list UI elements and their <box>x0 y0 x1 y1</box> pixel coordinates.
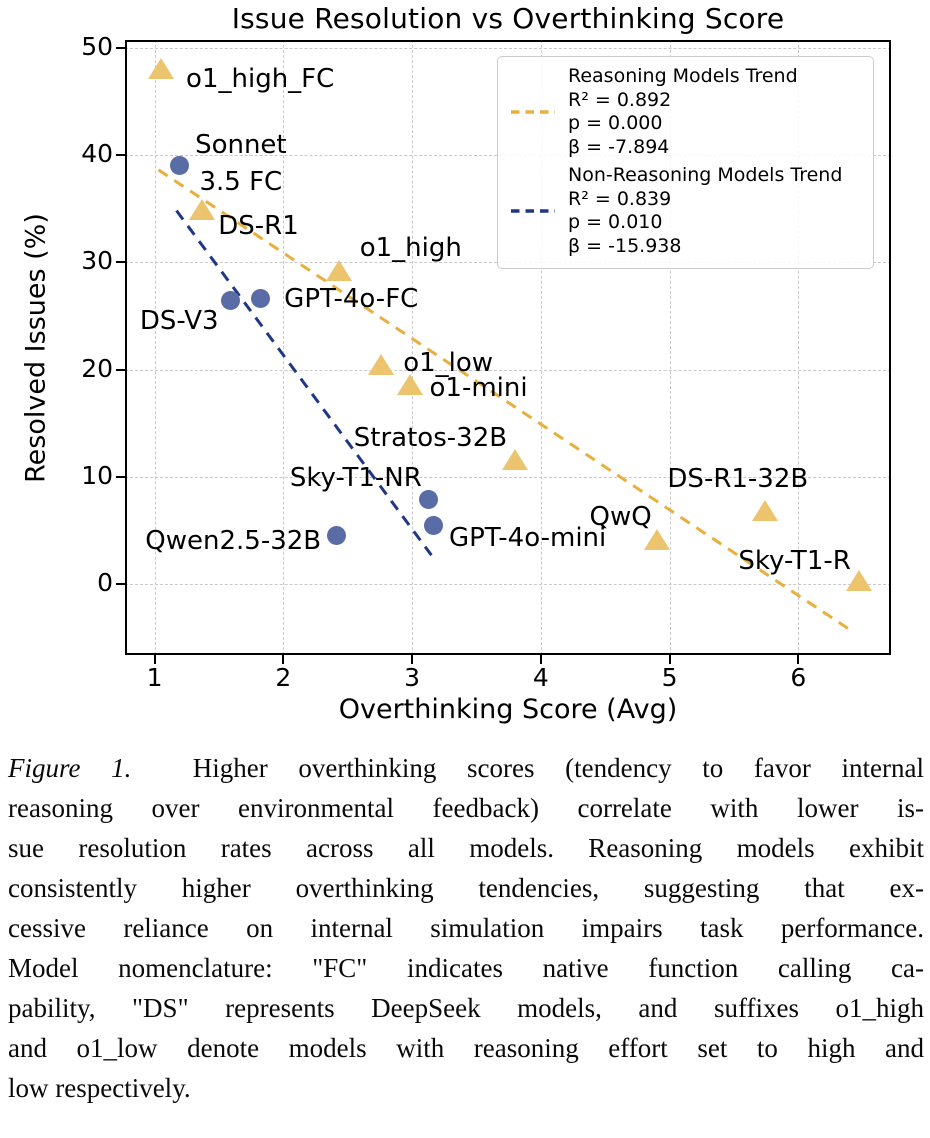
y-tick-label-40: 40 <box>81 138 113 168</box>
figure-caption: Figure 1. Higher overthinking scores (te… <box>8 748 924 1108</box>
point-label-QwQ: QwQ <box>589 502 652 533</box>
x-tick-4 <box>539 655 542 664</box>
legend-r2: R² = 0.892 <box>568 88 672 111</box>
caption-line: Figure 1. Higher overthinking scores (te… <box>8 753 925 783</box>
point-label-line: 3.5 FC <box>199 166 283 197</box>
x-tick-label-6: 6 <box>790 663 807 692</box>
marker-Sky-T1-R <box>845 570 872 592</box>
gridline-x-3 <box>412 40 414 655</box>
point-label-DS-V3: DS-V3 <box>139 305 219 336</box>
legend-p: p = 0.000 <box>568 112 663 134</box>
y-tick-label-50: 50 <box>81 31 113 61</box>
legend-beta: β = -7.894 <box>568 135 670 158</box>
y-tick-50 <box>116 46 125 49</box>
gridline-x-2 <box>283 40 285 655</box>
point-label-Sky-T1-R: Sky-T1-R <box>738 546 851 577</box>
caption-line: reasoning over environmental feedback) c… <box>8 793 924 823</box>
legend-entry-text: Reasoning Models Trend R² = 0.892 p = 0.00… <box>568 65 798 159</box>
chart-title: Issue Resolution vs Overthinking Score <box>231 2 785 35</box>
gridline-x-1 <box>154 40 156 655</box>
legend: Reasoning Models Trend R² = 0.892 p = 0.00… <box>497 56 874 269</box>
caption-line: cessive reliance on internal simulation … <box>8 913 924 943</box>
legend-entry-name: Reasoning Models Trend <box>568 65 798 87</box>
x-tick-5 <box>668 655 671 664</box>
point-label-o1_high: o1_high <box>359 232 462 263</box>
reasoning-trend-line <box>157 168 854 633</box>
caption-line: consistently higher overthinking tendenc… <box>8 873 924 903</box>
gridline-x-4 <box>540 40 542 655</box>
point-label-Stratos-32B: Stratos-32B <box>353 422 508 453</box>
y-axis-label: Resolved Issues (%) <box>20 213 52 483</box>
point-label-line: Sonnet <box>195 129 287 160</box>
legend-beta: β = -15.938 <box>568 234 682 257</box>
gridline-x-6 <box>798 40 800 655</box>
x-tick-6 <box>797 655 800 664</box>
x-tick-label-5: 5 <box>661 663 678 692</box>
y-tick-40 <box>116 153 125 156</box>
point-label-o1_low: o1_low <box>403 348 494 379</box>
caption-line: sue resolution rates across all models. … <box>8 833 924 863</box>
y-tick-0 <box>116 583 125 586</box>
caption-line: pability, "DS" represents DeepSeek model… <box>8 993 924 1023</box>
marker-o1_high_FC <box>148 58 175 80</box>
gridline-x-5 <box>669 40 671 655</box>
caption-line: low respectively. <box>8 1073 191 1103</box>
x-tick-label-1: 1 <box>146 663 163 692</box>
x-tick-label-3: 3 <box>404 663 421 692</box>
gridline-y-10 <box>125 476 891 478</box>
point-label-o1-mini: o1-mini <box>429 372 528 403</box>
legend-entry-text: Non-Reasoning Models Trend R² = 0.839 p = … <box>568 164 842 258</box>
marker-DS-R1-32B <box>751 500 778 522</box>
legend-entry-non-reasoning: Non-Reasoning Models Trend R² = 0.839 p = … <box>510 164 865 258</box>
marker-GPT-4o-mini <box>424 515 444 535</box>
y-tick-label-30: 30 <box>81 246 113 276</box>
marker-Sonnet 3.5 FC <box>169 156 189 176</box>
legend-dash-icon <box>511 209 555 213</box>
non-reasoning-trend-line <box>175 209 433 557</box>
point-label-DS-R1: DS-R1 <box>218 210 299 241</box>
legend-r2: R² = 0.839 <box>568 187 672 210</box>
legend-p: p = 0.010 <box>568 211 663 233</box>
y-tick-label-20: 20 <box>81 353 113 383</box>
legend-entry-reasoning: Reasoning Models Trend R² = 0.892 p = 0.00… <box>510 65 865 159</box>
marker-Sky-T1-NR <box>419 489 439 509</box>
caption-line: Model nomenclature: "FC" indicates nativ… <box>8 953 924 983</box>
caption-line: and o1_low denote models with reasoning … <box>8 1033 924 1063</box>
point-label-Qwen2.5-32B: Qwen2.5-32B <box>145 525 322 556</box>
marker-GPT-4o-FC <box>250 289 270 309</box>
y-tick-label-10: 10 <box>81 460 113 490</box>
y-tick-label-0: 0 <box>97 568 113 598</box>
legend-dash-icon <box>511 110 555 114</box>
marker-Stratos-32B <box>502 448 529 470</box>
figure-number-label: Figure 1. <box>8 753 132 783</box>
legend-entry-name: Non-Reasoning Models Trend <box>568 164 843 186</box>
x-tick-2 <box>282 655 285 664</box>
point-label-o1_high_FC: o1_high_FC <box>186 64 335 95</box>
x-tick-label-4: 4 <box>532 663 549 692</box>
gridline-y-0 <box>125 584 891 586</box>
point-label-DS-R1-32B: DS-R1-32B <box>667 464 809 495</box>
marker-o1_low <box>368 354 395 376</box>
gridline-y-20 <box>125 369 891 371</box>
x-tick-label-2: 2 <box>275 663 292 692</box>
point-label-GPT-4o-FC: GPT-4o-FC <box>284 283 419 314</box>
marker-QwQ <box>643 529 670 551</box>
x-axis-label: Overthinking Score (Avg) <box>338 694 678 725</box>
x-tick-3 <box>411 655 414 664</box>
point-label-Sonnet 3.5 FC: Sonnet 3.5 FC <box>195 127 287 201</box>
marker-DS-R1 <box>189 198 216 220</box>
point-label-GPT-4o-mini: GPT-4o-mini <box>448 523 607 554</box>
marker-DS-V3 <box>221 291 241 311</box>
marker-Qwen2.5-32B <box>326 526 346 546</box>
marker-o1_high <box>325 259 352 281</box>
marker-o1-mini <box>396 373 423 395</box>
y-tick-20 <box>116 368 125 371</box>
y-tick-10 <box>116 475 125 478</box>
gridline-y-50 <box>125 47 891 49</box>
y-tick-30 <box>116 261 125 264</box>
point-label-Sky-T1-NR: Sky-T1-NR <box>289 463 422 494</box>
x-tick-1 <box>153 655 156 664</box>
trend-lines-svg <box>157 168 854 633</box>
